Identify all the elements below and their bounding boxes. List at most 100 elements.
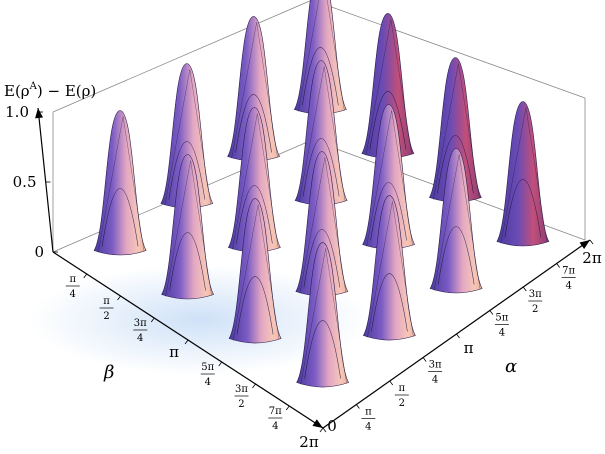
alpha-tick-label: 5π4	[494, 312, 509, 338]
tick-denominator: 2	[238, 399, 244, 410]
alpha-tick-mark	[456, 333, 460, 339]
alpha-tick-mark	[422, 357, 427, 362]
alpha-tick-label: π	[464, 339, 474, 357]
tick-numerator: π	[398, 383, 405, 394]
beta-tick-label: 5π4	[200, 362, 215, 388]
alpha-tick-label: π2	[394, 383, 409, 409]
peak-mesh-line	[300, 248, 347, 385]
peak-mesh-line	[164, 69, 212, 206]
tick-text: 2π	[299, 433, 319, 451]
peak	[429, 148, 483, 294]
alpha-tick-mark	[489, 310, 494, 315]
peak-mesh-line	[298, 0, 345, 112]
tick-denominator: 2	[532, 304, 538, 315]
beta-tick-mark	[252, 383, 256, 389]
beta-tick-label: π	[169, 343, 179, 361]
peak	[296, 242, 350, 388]
alpha-tick-label: 2π	[582, 249, 602, 267]
ticks-layer: π4π23π4π5π43π27π42π0π4π23π4π5π43π27π42π0…	[5, 103, 602, 451]
peak-mesh-line	[366, 110, 413, 247]
alpha-tick-mark	[389, 380, 394, 386]
alpha-tick-label: 0	[327, 417, 337, 435]
peak-mesh-line	[299, 157, 347, 294]
beta-tick-label: 2π	[299, 433, 319, 451]
beta-tick-label: 7π4	[268, 406, 283, 432]
alpha-tick-mark	[556, 263, 560, 268]
tick-denominator: 2	[399, 398, 405, 409]
alpha-tick-label: 7π4	[561, 265, 576, 291]
tick-numerator: π	[365, 407, 372, 418]
alpha-tick-label: 3π2	[528, 289, 543, 315]
tick-numerator: 7π	[562, 265, 575, 276]
peak-mesh-line	[500, 107, 548, 244]
tick-numerator: π	[103, 296, 110, 307]
peak-mesh-line	[165, 160, 212, 297]
beta-tick-label: π2	[99, 296, 114, 322]
tick-numerator: 7π	[269, 406, 282, 417]
tick-text: 2π	[582, 249, 602, 267]
tick-text: 0	[327, 417, 337, 435]
peaks-layer	[93, 0, 550, 388]
tick-numerator: 3π	[529, 289, 542, 300]
tick-text: π	[169, 343, 179, 361]
peak	[362, 104, 416, 250]
tick-numerator: π	[69, 274, 76, 285]
z-axis	[35, 107, 54, 253]
tick-denominator: 4	[70, 289, 76, 300]
beta-tick-mark	[218, 361, 223, 367]
peak-mesh-line	[232, 113, 279, 250]
alpha-tick-label: π4	[361, 407, 376, 433]
peak	[227, 107, 281, 253]
alpha-tick-mark	[356, 404, 360, 409]
tick-numerator: 3π	[134, 318, 147, 329]
tick-numerator: 5π	[201, 362, 214, 373]
tick-denominator: 4	[137, 333, 143, 344]
peak	[362, 195, 416, 341]
alpha-tick-mark	[589, 239, 594, 245]
tick-denominator: 4	[365, 422, 371, 433]
beta-axis-title: β	[103, 362, 114, 383]
tick-numerator: 3π	[235, 384, 248, 395]
alpha-axis-title: α	[505, 356, 517, 377]
tick-denominator: 4	[565, 280, 571, 291]
beta-tick-mark	[150, 317, 155, 323]
tick-denominator: 4	[432, 375, 438, 386]
alpha-tick-label: 3π4	[428, 360, 443, 386]
box-edge-top-right	[311, 0, 586, 99]
z-tick-label: 0.5	[13, 173, 37, 191]
peak	[228, 198, 282, 344]
tick-numerator: 3π	[429, 360, 442, 371]
peak-mesh-line	[365, 19, 413, 156]
peak	[428, 57, 482, 203]
peak-mesh-line	[231, 22, 278, 159]
z-tick-label: 0	[34, 243, 44, 261]
peak-mesh-line	[298, 66, 346, 203]
peak-mesh-line	[97, 116, 145, 253]
beta-tick-mark	[184, 339, 189, 345]
box-edge-top-left	[52, 0, 313, 113]
alpha-tick-mark	[522, 286, 527, 292]
tick-numerator: 5π	[495, 312, 508, 323]
beta-tick-mark	[83, 273, 88, 279]
beta-tick-label: 3π2	[234, 384, 249, 410]
beta-tick-label: π4	[65, 274, 80, 300]
beta-tick-label: 3π4	[133, 318, 148, 344]
tick-denominator: 4	[205, 377, 211, 388]
alpha-axis	[322, 239, 591, 429]
alpha-tick-mark	[322, 427, 327, 433]
peak	[496, 101, 550, 247]
peak	[227, 16, 281, 162]
peak	[161, 154, 215, 300]
peak-mesh-line	[433, 154, 481, 291]
peak-mesh-line	[367, 201, 414, 338]
tick-denominator: 4	[272, 421, 278, 432]
tick-denominator: 4	[499, 327, 505, 338]
beta-tick-mark	[285, 405, 290, 411]
beta-tick-mark	[319, 427, 324, 433]
z-axis-title: E(ρA) − E(ρ)	[4, 81, 96, 100]
tick-text: π	[464, 339, 474, 357]
tick-denominator: 2	[103, 311, 109, 322]
z-tick-label: 1.0	[5, 103, 29, 121]
peak-mesh-line	[232, 204, 280, 341]
